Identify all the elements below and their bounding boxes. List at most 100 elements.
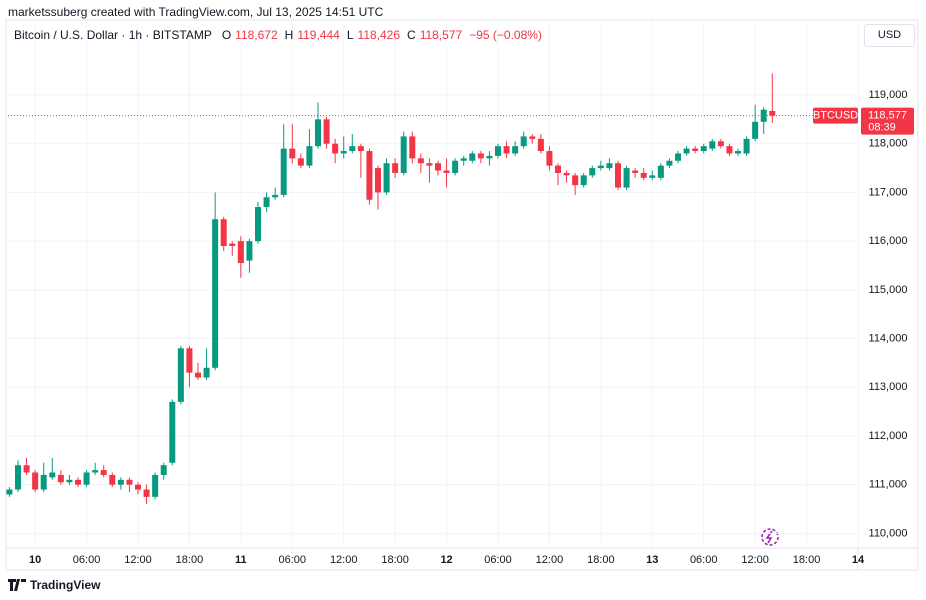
candle-body [426, 163, 433, 166]
candle-body [6, 489, 13, 495]
candle-body [40, 474, 47, 490]
candle-body [135, 484, 141, 490]
ohlc-key: H [284, 28, 294, 42]
candle-body [435, 163, 441, 171]
x-tick-label: 18:00 [587, 554, 615, 566]
candle-body [315, 119, 321, 147]
candle-body [580, 175, 587, 186]
candle-body [203, 367, 210, 378]
x-tick-label: 06:00 [484, 554, 512, 566]
candle-body [109, 474, 116, 485]
y-tick-label: 119,000 [869, 89, 908, 101]
x-tick-label: 06:00 [279, 554, 307, 566]
candle-body [375, 168, 381, 193]
candle-body [417, 158, 424, 164]
candle-body [92, 470, 99, 473]
logo-text: TradingView [30, 578, 101, 592]
candle-body [289, 148, 296, 159]
candle-body [546, 151, 553, 166]
watermark-icon [761, 528, 779, 546]
y-tick-label: 115,000 [869, 284, 908, 296]
x-tick-label: 18:00 [381, 554, 409, 566]
candle-body [572, 175, 579, 186]
candle-body [49, 472, 56, 478]
x-tick-label: 14 [852, 554, 865, 566]
candle-body [126, 479, 133, 485]
ohlc-value: 118,672 [235, 28, 278, 42]
symbol: Bitcoin / U.S. Dollar · 1h · BITSTAMP [14, 28, 212, 42]
ohlc-value: 118,577 [419, 28, 463, 42]
candle-body [400, 136, 407, 173]
footer: TradingView [8, 578, 100, 592]
candle-body [743, 138, 750, 154]
candle-body [700, 146, 707, 152]
candle-body [15, 465, 21, 490]
candle-body [460, 158, 467, 161]
candle-body [717, 141, 724, 147]
ohlc-key: C [407, 28, 416, 42]
candle-body [272, 194, 279, 198]
candle-body [349, 146, 356, 152]
candle-body [229, 243, 236, 247]
candle-body [57, 474, 64, 483]
candle-body [195, 372, 201, 378]
candle-body [657, 165, 664, 178]
y-tick-label: 111,000 [869, 479, 907, 491]
candle-body [529, 136, 536, 139]
y-tick-label: 112,000 [869, 430, 908, 442]
candle-body [323, 119, 330, 144]
candle-body [615, 163, 621, 188]
candle-body [675, 153, 681, 161]
candle-body [117, 479, 124, 485]
candle-body [606, 163, 613, 169]
candle-body [555, 165, 561, 173]
grid [8, 20, 859, 548]
candle-body [392, 163, 399, 173]
candle-body [366, 151, 373, 200]
candle-body [383, 163, 390, 193]
candle-body [495, 146, 501, 156]
candle-body [280, 148, 287, 195]
candle-body [503, 146, 510, 154]
candle-body [443, 170, 450, 173]
candle-body [452, 160, 459, 173]
candle-body [683, 148, 690, 154]
x-tick-label: 06:00 [690, 554, 718, 566]
candle-body [332, 143, 339, 154]
candle-body [297, 158, 304, 166]
candle-body [212, 219, 219, 368]
chart-frame [5, 19, 919, 571]
candle-body [666, 160, 673, 166]
candle-body [143, 489, 150, 497]
logo-icon [8, 579, 26, 591]
candle-body [623, 168, 630, 188]
x-tick-label: 06:00 [73, 554, 101, 566]
y-tick-label: 110,000 [869, 527, 908, 539]
x-tick-label: 12:00 [536, 554, 564, 566]
x-tick-label: 13 [646, 554, 658, 566]
candle-body [263, 197, 270, 208]
candle-body [597, 165, 604, 169]
candle-body [177, 348, 184, 402]
ohlc-key: L [346, 28, 354, 42]
x-tick-label: 12:00 [741, 554, 769, 566]
candle-body [75, 479, 81, 485]
candle-body [246, 241, 253, 261]
x-tick-label: 18:00 [793, 554, 821, 566]
symbol-tag-label: BTCUSD [813, 110, 858, 122]
candle-body [83, 472, 90, 485]
attribution: marketssuberg created with TradingView.c… [8, 5, 384, 19]
candle-body [23, 465, 30, 473]
price-change: −95 (−0.08%) [469, 28, 542, 42]
candle-body [340, 151, 347, 154]
candle-body [640, 172, 647, 178]
candle-body [760, 109, 767, 122]
x-tick-label: 11 [235, 554, 247, 566]
currency-button[interactable]: USD [864, 24, 915, 47]
x-tick-label: 18:00 [176, 554, 204, 566]
x-tick-label: 12 [440, 554, 452, 566]
candle-body [152, 474, 159, 497]
y-tick-label: 114,000 [869, 332, 908, 344]
x-tick-label: 12:00 [330, 554, 358, 566]
candle-body [100, 470, 107, 475]
